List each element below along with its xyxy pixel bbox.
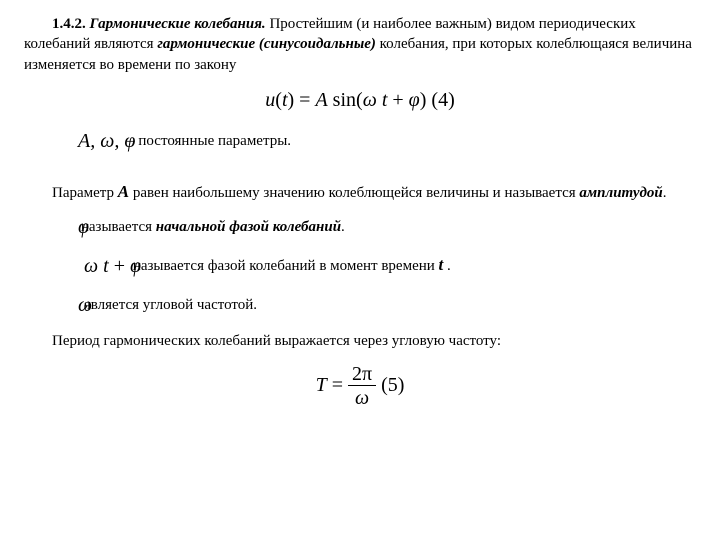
spacer [24,167,696,181]
eq4-eq: = [294,89,315,111]
eq5-tag: (5) [376,374,404,396]
eq4-space-t: t [377,89,388,111]
omega-text: является угловой частотой. [80,297,257,313]
eq4-open: ( [356,89,363,111]
eq5-den: ω [348,386,376,410]
eq4-omega: ω [363,89,377,111]
phase-text1: называется фазой колебаний в момент врем… [129,258,439,274]
amp-mid: равен наибольшему значению колеблющейся … [133,185,580,201]
intro-emph: гармонические (синусоидальные) [157,36,376,52]
phase-text2: . [443,258,451,274]
amp-term: амплитудой [579,185,662,201]
eq5-T: T [316,374,327,396]
params-line: A, ω, φ – постоянные параметры. [24,128,696,155]
eq4-plus: + [387,89,408,111]
phase-line: ω t + φ называется фазой колебаний в мом… [24,253,696,280]
amp-lead: Параметр [52,185,118,201]
iphase-text: называется [77,219,156,235]
initial-phase-line: φ называется начальной фазой колебаний. [24,214,696,241]
eq4-tag: (4) [426,89,454,111]
amp-dot: . [663,185,667,201]
params-text: постоянные параметры. [138,133,291,149]
eq4-sin: sin [328,89,356,111]
phase-t: t [98,255,109,277]
omega-line: ω является угловой частотой. [24,292,696,319]
equation-4: u(t) = A sin(ω t + φ) (4) [24,87,696,114]
eq5-num: 2π [348,363,376,386]
eq5-eq: = [327,374,348,396]
amp-A: A [118,182,129,201]
equation-5: T = 2π ω (5) [24,363,696,410]
eq4-u: u [265,89,275,111]
phase-omega: ω [84,255,98,277]
section-number: 1.4.2. [52,16,86,32]
section-intro: 1.4.2. Гармонические колебания. Простейш… [24,14,696,75]
eq4-A: A [315,89,327,111]
iphase-term: начальной фазой колебаний [156,219,341,235]
eq4-phi: φ [409,89,420,111]
amplitude-para: Параметр A равен наибольшему значению ко… [24,181,696,204]
section-title: Гармонические колебания. [90,16,266,32]
eq4-lparen: ( [275,89,282,111]
phase-plus: + [109,255,130,277]
iphase-dot: . [341,219,345,235]
params-dash: – [123,133,138,149]
period-intro: Период гармонических колебаний выражаетс… [24,331,696,351]
eq5-fraction: 2π ω [348,363,376,410]
